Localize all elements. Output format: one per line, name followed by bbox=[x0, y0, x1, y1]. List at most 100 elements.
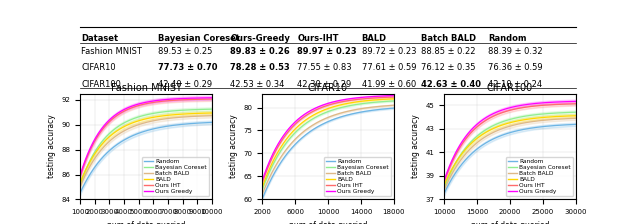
Ours IHT bbox=[465, 134, 472, 137]
Ours Greedy bbox=[476, 121, 483, 124]
Random bbox=[390, 107, 398, 110]
Legend: Random, Bayesian Coreset, Batch BALD, BALD, Ours IHT, Ours Greedy: Random, Bayesian Coreset, Batch BALD, BA… bbox=[506, 157, 573, 196]
Line: Batch BALD: Batch BALD bbox=[80, 116, 212, 187]
Ours Greedy bbox=[566, 100, 573, 103]
Line: Bayesian Coreset: Bayesian Coreset bbox=[444, 112, 576, 188]
Ours IHT bbox=[440, 180, 448, 183]
Ours IHT bbox=[100, 125, 108, 128]
BALD bbox=[283, 138, 291, 140]
Text: Random: Random bbox=[488, 34, 527, 43]
Ours IHT bbox=[266, 161, 274, 164]
Random bbox=[76, 192, 84, 194]
Ours IHT bbox=[202, 98, 209, 101]
Title: CIFAR10: CIFAR10 bbox=[308, 83, 348, 93]
Ours Greedy bbox=[293, 119, 301, 121]
Y-axis label: testing accuracy: testing accuracy bbox=[411, 115, 420, 179]
Random bbox=[293, 141, 301, 144]
Text: CIFAR10: CIFAR10 bbox=[81, 63, 116, 72]
BALD bbox=[197, 112, 205, 115]
Bayesian Coreset bbox=[258, 189, 266, 192]
BALD bbox=[111, 131, 119, 134]
Text: 88.39 ± 0.32: 88.39 ± 0.32 bbox=[488, 47, 543, 56]
BALD bbox=[81, 169, 89, 172]
Text: CIFAR100: CIFAR100 bbox=[81, 80, 122, 89]
Bayesian Coreset bbox=[465, 143, 472, 146]
Line: Ours Greedy: Ours Greedy bbox=[262, 96, 394, 181]
BALD bbox=[76, 182, 84, 185]
Ours Greedy bbox=[383, 95, 391, 97]
Line: BALD: BALD bbox=[262, 99, 394, 188]
Ours Greedy bbox=[84, 152, 92, 155]
Ours Greedy bbox=[258, 180, 266, 182]
BALD bbox=[476, 135, 483, 138]
Bayesian Coreset bbox=[379, 100, 387, 103]
Batch BALD bbox=[258, 194, 266, 196]
Text: 88.85 ± 0.22: 88.85 ± 0.22 bbox=[421, 47, 476, 56]
Batch BALD bbox=[465, 149, 472, 152]
BALD bbox=[293, 126, 301, 128]
Bayesian Coreset bbox=[283, 141, 291, 144]
Ours Greedy bbox=[197, 97, 205, 99]
Random bbox=[572, 123, 580, 126]
Random bbox=[197, 122, 205, 124]
Text: 77.55 ± 0.83: 77.55 ± 0.83 bbox=[297, 63, 352, 72]
Text: Ours-IHT: Ours-IHT bbox=[297, 34, 339, 43]
Ours IHT bbox=[258, 182, 266, 185]
Random bbox=[448, 177, 456, 180]
Ours Greedy bbox=[264, 165, 271, 168]
Line: BALD: BALD bbox=[80, 113, 212, 183]
Text: 89.97 ± 0.23: 89.97 ± 0.23 bbox=[297, 47, 357, 56]
Random bbox=[258, 198, 266, 201]
Bayesian Coreset bbox=[202, 108, 209, 111]
X-axis label: num of data queried: num of data queried bbox=[289, 221, 367, 224]
Ours IHT bbox=[293, 121, 301, 124]
Batch BALD bbox=[476, 140, 483, 142]
Ours Greedy bbox=[283, 130, 291, 133]
Random bbox=[266, 180, 274, 183]
Random bbox=[283, 153, 291, 156]
Random bbox=[100, 154, 108, 157]
Random bbox=[465, 155, 472, 158]
Ours Greedy bbox=[448, 159, 456, 162]
BALD bbox=[264, 172, 271, 175]
Text: 41.99 ± 0.60: 41.99 ± 0.60 bbox=[362, 80, 416, 89]
Title: Fashion MNIST: Fashion MNIST bbox=[111, 83, 181, 93]
Legend: Random, Bayesian Coreset, Batch BALD, BALD, Ours IHT, Ours Greedy: Random, Bayesian Coreset, Batch BALD, BA… bbox=[324, 157, 391, 196]
Ours Greedy bbox=[111, 114, 119, 116]
BALD bbox=[84, 164, 92, 167]
Ours IHT bbox=[84, 154, 92, 156]
Ours Greedy bbox=[561, 100, 568, 103]
Batch BALD bbox=[111, 135, 119, 138]
Ours IHT bbox=[566, 103, 573, 105]
Line: Ours Greedy: Ours Greedy bbox=[444, 101, 576, 181]
Random bbox=[208, 121, 216, 124]
Line: Bayesian Coreset: Bayesian Coreset bbox=[80, 109, 212, 184]
Y-axis label: testing accuracy: testing accuracy bbox=[228, 115, 238, 179]
Ours Greedy bbox=[440, 179, 448, 182]
Ours IHT bbox=[476, 124, 483, 126]
Y-axis label: testing accuracy: testing accuracy bbox=[47, 115, 56, 179]
Batch BALD bbox=[448, 172, 456, 175]
Batch BALD bbox=[566, 117, 573, 120]
Random bbox=[566, 123, 573, 126]
Batch BALD bbox=[202, 114, 209, 117]
Line: Random: Random bbox=[262, 108, 394, 199]
BALD bbox=[266, 166, 274, 169]
Batch BALD bbox=[208, 114, 216, 117]
X-axis label: num of data queried: num of data queried bbox=[107, 221, 185, 224]
Bayesian Coreset bbox=[264, 175, 271, 178]
Text: 77.61 ± 0.59: 77.61 ± 0.59 bbox=[362, 63, 416, 72]
Text: 78.28 ± 0.53: 78.28 ± 0.53 bbox=[230, 63, 290, 72]
Random bbox=[84, 176, 92, 179]
Batch BALD bbox=[561, 117, 568, 120]
Bayesian Coreset bbox=[84, 163, 92, 166]
Ours Greedy bbox=[202, 97, 209, 99]
Ours Greedy bbox=[76, 174, 84, 177]
Random bbox=[202, 121, 209, 124]
Ours IHT bbox=[445, 167, 453, 169]
Bayesian Coreset bbox=[440, 186, 448, 189]
Text: 42.10 ± 0.24: 42.10 ± 0.24 bbox=[488, 80, 542, 89]
Batch BALD bbox=[445, 177, 453, 180]
Text: 76.36 ± 0.59: 76.36 ± 0.59 bbox=[488, 63, 543, 72]
Text: 89.53 ± 0.25: 89.53 ± 0.25 bbox=[158, 47, 212, 56]
